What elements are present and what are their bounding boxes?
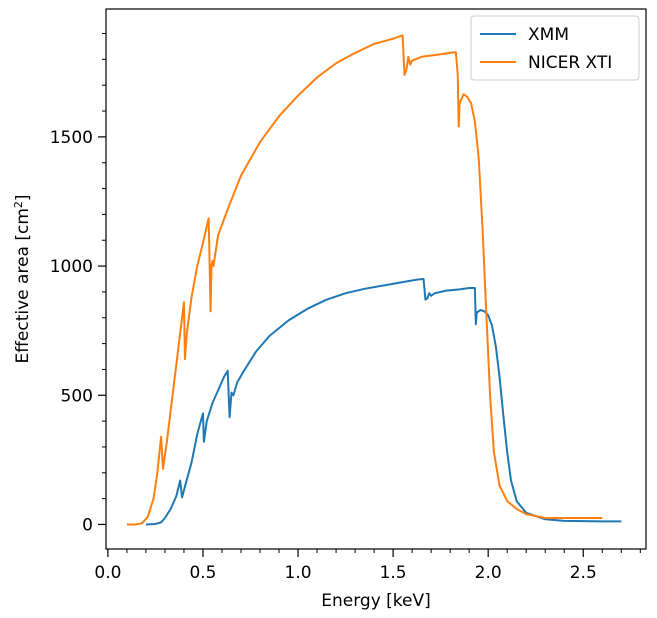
y-axis-title-end: ] <box>13 194 33 201</box>
y-tick-label: 1000 <box>50 257 93 277</box>
plot-frame <box>105 8 647 550</box>
x-tick-label: 2.0 <box>475 563 502 583</box>
x-axis-title: Energy [keV] <box>321 591 431 611</box>
legend-box <box>470 15 640 81</box>
x-tick-label: 0.0 <box>94 563 121 583</box>
y-axis-title-main: Effective area [cm <box>13 208 33 363</box>
legend: XMM NICER XTI <box>470 15 640 81</box>
series-line-1 <box>145 278 622 526</box>
y-axis-title-superscript: 2 <box>12 201 25 208</box>
x-tick-label: 1.5 <box>380 563 407 583</box>
series-layer <box>126 34 622 526</box>
y-axis-title: Effective area [cm2] <box>12 194 34 363</box>
x-tick-label: 0.5 <box>189 563 216 583</box>
series-line-2 <box>126 34 603 526</box>
y-axis: 0 500 1000 1500 <box>50 33 106 535</box>
x-axis: 0.0 0.5 1.0 1.5 2.0 2.5 <box>94 549 641 583</box>
x-tick-label: 1.0 <box>285 563 312 583</box>
y-tick-label: 0 <box>82 515 93 535</box>
y-tick-label: 500 <box>61 386 93 406</box>
y-tick-label: 1500 <box>50 128 93 148</box>
legend-label-1: XMM <box>528 25 569 45</box>
legend-label-2: NICER XTI <box>528 53 612 73</box>
x-tick-label: 2.5 <box>570 563 597 583</box>
